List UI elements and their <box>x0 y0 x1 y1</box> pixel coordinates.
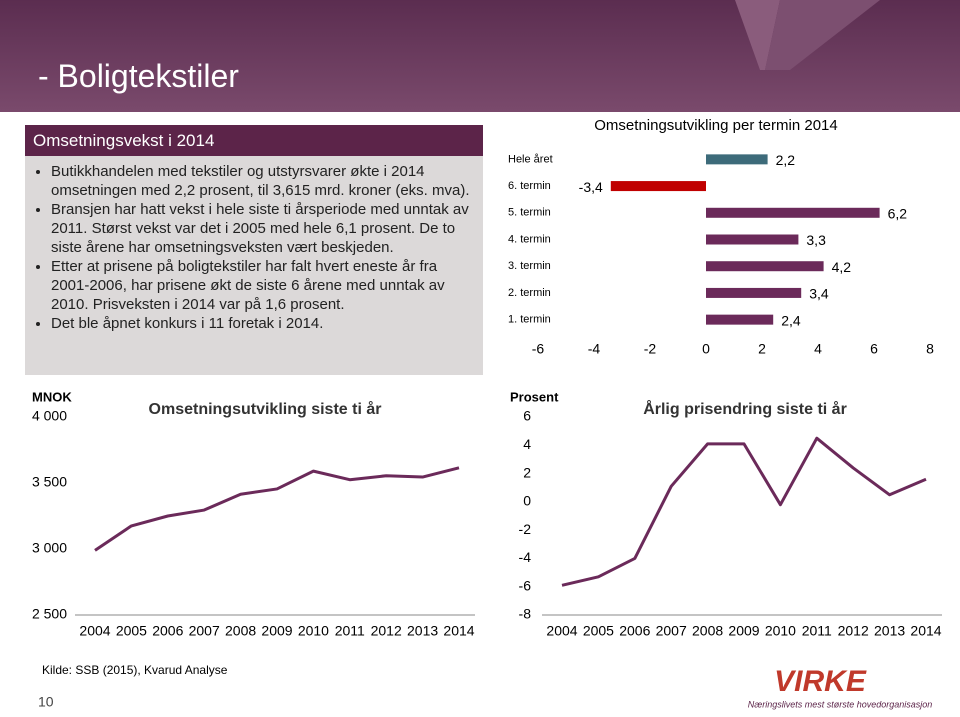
x-tick-label: 2006 <box>152 623 183 639</box>
x-tick-label: 2005 <box>583 623 614 639</box>
category-label: 2. termin <box>508 287 551 299</box>
value-label: 4,2 <box>832 259 852 275</box>
x-tick-label: 0 <box>702 341 710 357</box>
x-tick-label: 6 <box>870 341 878 357</box>
x-tick-label: 2007 <box>656 623 687 639</box>
x-tick-label: 2010 <box>298 623 329 639</box>
header: - Boligtekstiler <box>0 0 960 112</box>
y-axis-label: MNOK <box>32 389 72 404</box>
x-tick-label: 2009 <box>728 623 759 639</box>
x-tick-label: 2006 <box>619 623 650 639</box>
x-tick-label: 2014 <box>910 623 941 639</box>
category-label: Hele året <box>508 153 553 165</box>
bullet: Butikkhandelen med tekstiler og utstyrsv… <box>51 162 483 200</box>
logo-name: VIRKE <box>774 665 867 698</box>
x-tick-label: 2012 <box>371 623 402 639</box>
line <box>94 466 460 552</box>
x-tick-label: 2011 <box>335 623 365 639</box>
bar <box>706 287 802 298</box>
y-tick-label: 3 000 <box>32 540 67 556</box>
bullet: Etter at prisene på boligtekstiler har f… <box>51 257 483 314</box>
x-tick-label: -4 <box>588 341 601 357</box>
x-tick-label: 2004 <box>79 623 110 639</box>
category-label: 3. termin <box>508 260 551 272</box>
x-tick-label: 2009 <box>261 623 292 639</box>
bullet-list: Butikkhandelen med tekstiler og utstyrsv… <box>25 162 483 333</box>
value-label: 2,4 <box>781 312 801 328</box>
y-axis-label: Prosent <box>510 389 559 404</box>
bar <box>610 181 706 192</box>
header-decoration <box>735 0 880 70</box>
category-label: 5. termin <box>508 207 551 219</box>
y-tick-label: -4 <box>519 549 532 565</box>
x-tick-label: 2007 <box>189 623 220 639</box>
value-label: -3,4 <box>579 179 603 195</box>
page-number: 10 <box>38 694 54 710</box>
y-tick-label: 6 <box>523 408 531 424</box>
x-tick-label: 2013 <box>874 623 905 639</box>
bar <box>706 154 768 165</box>
y-tick-label: 4 <box>523 436 531 452</box>
y-tick-label: 3 500 <box>32 474 67 490</box>
bar <box>706 261 824 272</box>
y-tick-label: -6 <box>519 577 532 593</box>
slide-title: - Boligtekstiler <box>38 58 239 94</box>
y-tick-label: 4 000 <box>32 408 67 424</box>
x-tick-label: 2010 <box>765 623 796 639</box>
y-tick-label: -8 <box>519 606 532 622</box>
x-tick-label: 2005 <box>116 623 147 639</box>
bullet: Bransjen har hatt vekst i hele siste ti … <box>51 200 483 257</box>
y-tick-label: -2 <box>519 521 532 537</box>
value-label: 3,3 <box>806 232 826 248</box>
chart-title: Årlig prisendring siste ti år <box>643 399 847 418</box>
x-tick-label: 2012 <box>838 623 869 639</box>
logo-tagline: Næringslivets mest største hovedorganisa… <box>748 699 933 709</box>
bar <box>706 314 774 325</box>
chart-title: Omsetningsutvikling siste ti år <box>149 400 382 418</box>
value-label: 3,4 <box>809 286 829 302</box>
logo-shape <box>765 0 880 70</box>
x-tick-label: -2 <box>644 341 657 357</box>
value-label: 2,2 <box>776 152 796 168</box>
x-tick-label: 2014 <box>443 623 474 639</box>
bullet: Det ble åpnet konkurs i 11 foretak i 201… <box>51 314 483 333</box>
category-label: 1. termin <box>508 314 551 326</box>
y-tick-label: 0 <box>523 493 531 509</box>
source: Kilde: SSB (2015), Kvarud Analyse <box>42 663 228 677</box>
x-tick-label: 4 <box>814 341 822 357</box>
y-tick-label: 2 500 <box>32 606 67 622</box>
x-tick-label: -6 <box>532 341 545 357</box>
category-label: 4. termin <box>508 233 551 245</box>
bar <box>706 207 880 218</box>
x-tick-label: 2004 <box>546 623 577 639</box>
x-tick-label: 8 <box>926 341 934 357</box>
y-tick-label: 2 <box>523 464 531 480</box>
x-tick-label: 2008 <box>225 623 256 639</box>
value-label: 6,2 <box>888 205 908 221</box>
line <box>561 436 927 587</box>
x-tick-label: 2 <box>758 341 766 357</box>
x-tick-label: 2013 <box>407 623 438 639</box>
text-box-heading: Omsetningsvekst i 2014 <box>25 125 483 156</box>
chart-title: Omsetningsutvikling per termin 2014 <box>594 117 837 134</box>
text-box: Omsetningsvekst i 2014 Butikkhandelen me… <box>25 125 483 375</box>
x-tick-label: 2011 <box>802 623 832 639</box>
bar <box>706 234 799 245</box>
x-tick-label: 2008 <box>692 623 723 639</box>
category-label: 6. termin <box>508 180 551 192</box>
